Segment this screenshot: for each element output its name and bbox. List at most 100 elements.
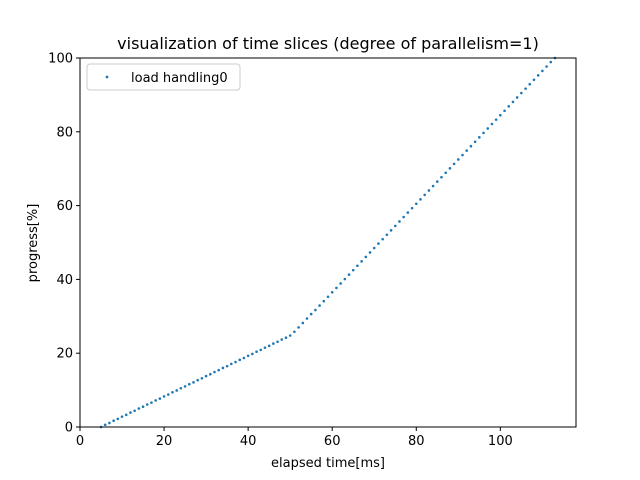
data-point	[478, 136, 481, 139]
data-point	[124, 413, 128, 417]
y-tick-label: 0	[65, 421, 73, 436]
data-point	[351, 268, 355, 272]
data-point	[108, 421, 111, 425]
data-point	[343, 277, 347, 281]
data-point	[528, 82, 532, 86]
data-point	[276, 340, 279, 344]
y-tick-label: 40	[56, 273, 73, 288]
plot-frame	[79, 57, 577, 428]
data-point	[406, 211, 410, 214]
data-point	[448, 167, 452, 170]
x-tick-label: 40	[240, 434, 257, 449]
y-tick-label: 100	[48, 52, 73, 67]
data-point	[398, 220, 401, 223]
data-point	[360, 260, 363, 263]
data-point	[234, 360, 237, 364]
y-tick-label: 80	[56, 125, 73, 140]
data-point	[196, 378, 199, 382]
data-point	[150, 401, 153, 404]
data-point	[503, 109, 506, 113]
data-point	[284, 336, 288, 340]
y-tick-label: 20	[56, 347, 73, 362]
data-point	[435, 180, 439, 183]
data-point	[377, 242, 380, 245]
data-point	[520, 91, 523, 95]
data-point	[221, 366, 225, 370]
data-point	[322, 299, 326, 303]
data-point	[318, 304, 321, 307]
data-point	[288, 334, 292, 337]
data-point	[314, 308, 317, 312]
data-point	[410, 206, 414, 210]
data-point	[145, 403, 149, 406]
data-point	[541, 69, 544, 73]
data-point	[339, 282, 342, 285]
data-point	[301, 321, 305, 325]
x-axis-label: elapsed time[ms]	[271, 456, 385, 471]
data-point	[486, 127, 490, 130]
data-point	[280, 338, 284, 341]
data-point	[133, 409, 136, 413]
data-point	[536, 74, 540, 77]
data-point	[183, 385, 187, 388]
data-point	[494, 118, 498, 121]
data-point	[549, 60, 553, 64]
data-point	[515, 96, 519, 99]
data-point	[238, 358, 242, 362]
data-point	[381, 237, 384, 241]
data-point	[402, 215, 405, 219]
data-point	[297, 326, 300, 329]
data-point	[330, 291, 334, 294]
legend-box	[86, 63, 241, 91]
data-point	[335, 286, 338, 290]
data-point	[364, 255, 368, 259]
x-tick-label: 80	[408, 434, 425, 449]
data-point	[465, 149, 469, 152]
data-points	[99, 56, 557, 429]
data-point	[230, 362, 233, 366]
data-point	[389, 229, 393, 232]
data-point	[171, 391, 174, 394]
x-axis-ticks: 0 20 40 60 80 100	[76, 427, 513, 449]
data-point	[209, 372, 212, 376]
x-tick-label: 0	[76, 434, 84, 449]
data-point	[423, 193, 426, 197]
data-point	[204, 374, 208, 378]
data-point	[326, 295, 330, 299]
data-point	[179, 386, 183, 390]
data-point	[490, 122, 494, 126]
data-point	[259, 348, 263, 352]
data-point	[116, 417, 120, 421]
data-point	[473, 140, 477, 144]
data-point	[141, 405, 145, 409]
data-point	[255, 350, 258, 354]
data-point	[507, 105, 511, 108]
data-point	[347, 273, 351, 276]
data-point	[427, 189, 431, 192]
data-point	[137, 407, 141, 410]
data-point	[444, 171, 447, 175]
data-point	[385, 233, 389, 237]
chart-title: visualization of time slices (degree of …	[117, 34, 539, 53]
data-point	[393, 224, 397, 228]
legend-label: load handling0	[131, 71, 228, 86]
data-point	[242, 356, 246, 360]
data-point	[482, 131, 485, 135]
data-point	[103, 423, 107, 427]
data-point	[469, 144, 473, 148]
data-point	[356, 264, 359, 268]
data-point	[246, 354, 250, 358]
data-point	[158, 397, 162, 400]
data-point	[175, 389, 178, 392]
y-axis-label: progress[%]	[26, 204, 41, 283]
data-point	[263, 346, 267, 349]
x-tick-label: 20	[156, 434, 173, 449]
x-tick-label: 100	[488, 434, 513, 449]
data-point	[461, 153, 464, 157]
data-point	[200, 376, 204, 380]
data-point	[162, 395, 166, 398]
data-point	[272, 342, 275, 345]
data-point	[414, 202, 418, 206]
data-point	[251, 352, 254, 356]
